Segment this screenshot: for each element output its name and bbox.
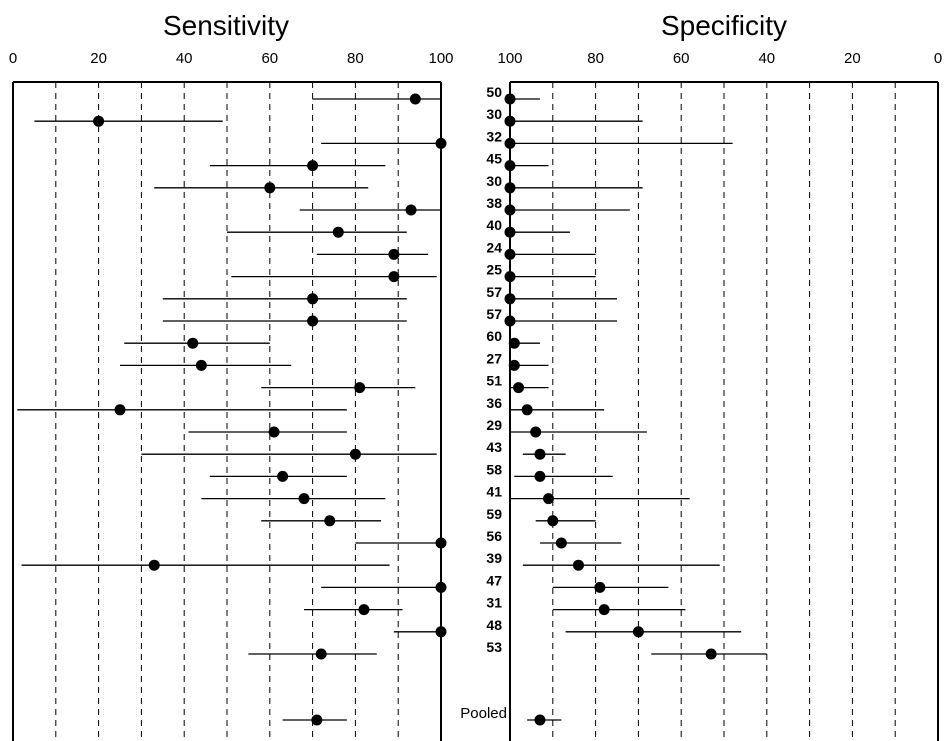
- specificity-point-estimate: [508, 359, 520, 371]
- specificity-point-estimate: [504, 115, 516, 127]
- sensitivity-point-estimate: [354, 382, 366, 394]
- sensitivity-tick-label: 40: [176, 50, 193, 67]
- sensitivity-point-estimate: [388, 271, 400, 283]
- sensitivity-point-estimate: [349, 448, 361, 460]
- sensitivity-panel: 0 20 40 60 80 100: [9, 50, 454, 741]
- specificity-point-estimate: [572, 559, 584, 571]
- sensitivity-point-estimate: [332, 226, 344, 238]
- specificity-tick-label: 40: [758, 50, 775, 67]
- sensitivity-point-estimate: [315, 648, 327, 660]
- sample-size-label: 48: [486, 617, 502, 633]
- sample-size-label: 30: [486, 173, 502, 189]
- sample-size-label: 32: [486, 128, 502, 144]
- specificity-point-estimate: [705, 648, 717, 660]
- sensitivity-point-estimate: [264, 182, 276, 194]
- sensitivity-point-estimate: [114, 404, 126, 416]
- sensitivity-tick-label: 100: [428, 50, 453, 67]
- sensitivity-tick-label: 80: [347, 50, 364, 67]
- sensitivity-point-estimate: [195, 359, 207, 371]
- sensitivity-point-estimate: [307, 160, 319, 172]
- sample-size-label: 51: [486, 373, 502, 389]
- specificity-point-estimate: [504, 93, 516, 105]
- sensitivity-point-estimate: [358, 604, 370, 616]
- sample-size-label: 39: [486, 550, 502, 566]
- specificity-tick-label: 0: [934, 50, 942, 67]
- sample-size-label: 56: [486, 528, 502, 544]
- specificity-tick-label: 100: [497, 50, 522, 67]
- specificity-point-estimate: [504, 160, 516, 172]
- sample-size-label: 57: [486, 284, 502, 300]
- specificity-point-estimate: [504, 204, 516, 216]
- specificity-point-estimate: [534, 448, 546, 460]
- specificity-point-estimate: [504, 293, 516, 305]
- sample-size-label: 40: [486, 217, 502, 233]
- sensitivity-tick-label: 20: [90, 50, 107, 67]
- specificity-point-estimate: [504, 226, 516, 238]
- specificity-tick-label: 20: [844, 50, 861, 67]
- sample-size-label: 36: [486, 395, 502, 411]
- sensitivity-point-estimate: [277, 470, 289, 482]
- sample-size-label: 45: [486, 151, 502, 167]
- specificity-point-estimate: [513, 382, 525, 394]
- sensitivity-point-estimate: [324, 515, 336, 527]
- sensitivity-point-estimate: [409, 93, 421, 105]
- specificity-point-estimate: [598, 604, 610, 616]
- specificity-point-estimate: [504, 182, 516, 194]
- sample-size-label: 29: [486, 417, 502, 433]
- specificity-point-estimate: [530, 426, 542, 438]
- sample-size-label: 58: [486, 461, 502, 477]
- specificity-point-estimate: [534, 470, 546, 482]
- sample-size-label: 30: [486, 106, 502, 122]
- sensitivity-point-estimate: [268, 426, 280, 438]
- specificity-point-estimate: [632, 626, 644, 638]
- sample-size-label: 50: [486, 84, 502, 100]
- specificity-point-estimate: [504, 248, 516, 260]
- sample-size-label: 25: [486, 262, 502, 278]
- sensitivity-point-estimate: [435, 137, 447, 149]
- sample-size-label: 24: [486, 239, 502, 255]
- sensitivity-tick-label: 0: [9, 50, 17, 67]
- sensitivity-pooled-point: [311, 714, 323, 726]
- specificity-point-estimate: [504, 271, 516, 283]
- specificity-point-estimate: [504, 315, 516, 327]
- sensitivity-point-estimate: [307, 315, 319, 327]
- sample-size-label: 59: [486, 506, 502, 522]
- specificity-panel: 100 80 60 40 20 0 50 30 32 45 30 38 40 24 25 57 57 60 27 51…: [460, 50, 942, 741]
- specificity-tick-label: 60: [673, 50, 690, 67]
- specificity-pooled-point: [534, 714, 546, 726]
- specificity-point-estimate: [508, 337, 520, 349]
- specificity-point-estimate: [594, 581, 606, 593]
- specificity-tick-label: 80: [587, 50, 604, 67]
- specificity-point-estimate: [521, 404, 533, 416]
- sensitivity-tick-label: 60: [261, 50, 278, 67]
- sensitivity-point-estimate: [435, 581, 447, 593]
- sensitivity-title: Sensitivity: [163, 10, 289, 41]
- sample-size-label: 60: [486, 328, 502, 344]
- sensitivity-point-estimate: [307, 293, 319, 305]
- sample-size-label: 41: [486, 484, 502, 500]
- sample-size-label: 47: [486, 572, 502, 588]
- sample-size-label: 38: [486, 195, 502, 211]
- sensitivity-point-estimate: [298, 493, 310, 505]
- sensitivity-point-estimate: [93, 115, 105, 127]
- sensitivity-point-estimate: [435, 537, 447, 549]
- specificity-point-estimate: [547, 515, 559, 527]
- specificity-point-estimate: [504, 137, 516, 149]
- sensitivity-point-estimate: [435, 626, 447, 638]
- specificity-title: Specificity: [661, 10, 787, 41]
- sample-size-label: 27: [486, 350, 502, 366]
- pooled-label: Pooled: [460, 705, 507, 722]
- sensitivity-point-estimate: [148, 559, 160, 571]
- sample-size-label: 53: [486, 639, 502, 655]
- sample-size-label: 43: [486, 439, 502, 455]
- sensitivity-point-estimate: [187, 337, 199, 349]
- specificity-point-estimate: [555, 537, 567, 549]
- sensitivity-point-estimate: [405, 204, 417, 216]
- specificity-point-estimate: [543, 493, 555, 505]
- sample-size-label: 31: [486, 595, 502, 611]
- sample-size-label: 57: [486, 306, 502, 322]
- sensitivity-point-estimate: [388, 248, 400, 260]
